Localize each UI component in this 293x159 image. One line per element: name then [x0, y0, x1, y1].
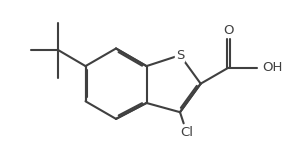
- Text: OH: OH: [262, 61, 282, 74]
- Text: Cl: Cl: [180, 126, 193, 139]
- Text: S: S: [176, 49, 184, 62]
- Text: O: O: [223, 24, 234, 37]
